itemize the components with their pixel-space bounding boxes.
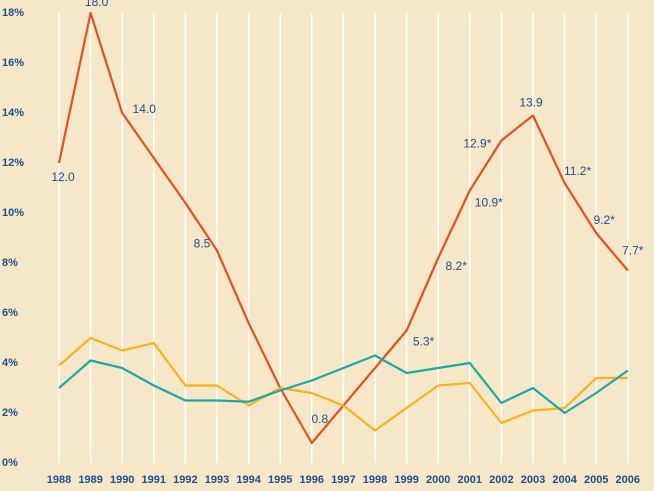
data-label: 13.9 [519, 96, 543, 110]
x-tick-label: 1993 [205, 474, 229, 486]
x-tick-label: 1994 [236, 474, 261, 486]
x-tick-label: 2006 [616, 474, 640, 486]
data-label: 7.7* [622, 244, 644, 258]
x-tick-label: 2001 [458, 474, 482, 486]
y-tick-label: 14% [2, 107, 24, 119]
data-label: 8.5 [194, 237, 211, 251]
line [58, 336, 628, 432]
data-label: 0.8 [311, 412, 328, 426]
y-tick-label: 0% [2, 457, 18, 469]
x-tick-label: 2005 [584, 474, 608, 486]
line [58, 354, 629, 415]
x-tick-label: 2004 [552, 474, 577, 486]
x-tick-label: 1990 [110, 474, 134, 486]
x-tick-label: 1996 [300, 474, 324, 486]
y-tick-label: 6% [2, 307, 18, 319]
y-tick-label: 16% [2, 57, 24, 69]
data-label: 8.2* [446, 259, 468, 273]
x-tick-label: 2002 [489, 474, 513, 486]
x-tick-label: 1999 [394, 474, 418, 486]
y-tick-label: 4% [2, 357, 18, 369]
data-label: 9.2* [594, 213, 616, 227]
x-tick-label: 1991 [142, 474, 166, 486]
x-tick-label: 1989 [78, 474, 102, 486]
data-label: 14.0 [133, 102, 157, 116]
y-tick-label: 10% [2, 207, 24, 219]
x-tick-label: 2000 [426, 474, 450, 486]
x-tick-label: 1998 [363, 474, 387, 486]
x-tick-label: 1995 [268, 474, 292, 486]
y-tick-label: 2% [2, 407, 18, 419]
data-label: 10.9* [475, 196, 503, 210]
x-tick-label: 2003 [521, 474, 545, 486]
data-label: 11.2* [564, 164, 591, 178]
x-tick-label: 1992 [173, 474, 197, 486]
data-label: 18.0 [85, 0, 109, 9]
y-tick-label: 18% [2, 7, 24, 19]
data-label: 12.9* [463, 137, 491, 151]
x-tick-label: 1988 [47, 474, 71, 486]
data-label: 5.3* [413, 335, 435, 349]
x-tick-label: 1997 [331, 474, 355, 486]
data-label: 12.0 [51, 170, 75, 184]
y-tick-label: 8% [2, 257, 18, 269]
y-tick-label: 12% [2, 157, 24, 169]
